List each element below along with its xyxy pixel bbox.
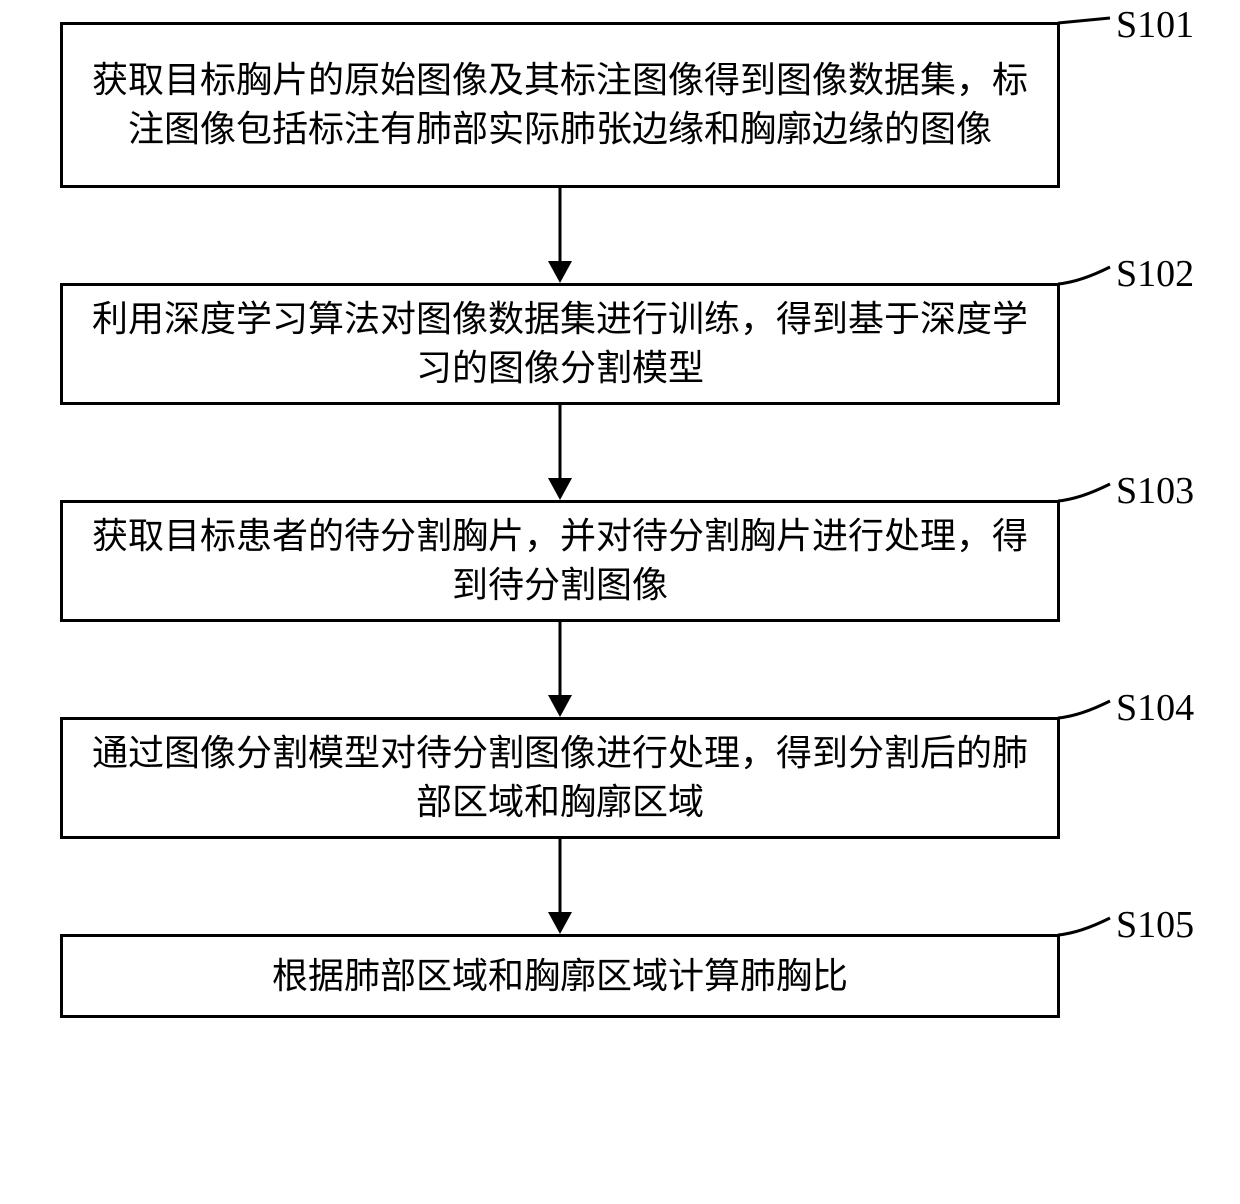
- step-text: 通过图像分割模型对待分割图像进行处理，得到分割后的肺部区域和胸廓区域: [83, 729, 1037, 826]
- arrow-S101-to-S102: [60, 188, 1060, 283]
- step-box-S103: 获取目标患者的待分割胸片，并对待分割胸片进行处理，得到待分割图像: [60, 500, 1060, 622]
- step-label-S105: S105: [1116, 906, 1194, 944]
- arrow-S102-to-S103: [60, 405, 1060, 500]
- step-row-S101: 获取目标胸片的原始图像及其标注图像得到图像数据集，标注图像包括标注有肺部实际肺张…: [60, 22, 1180, 188]
- arrow-down-icon: [540, 622, 580, 717]
- step-label-S101: S101: [1116, 6, 1194, 44]
- step-box-S102: 利用深度学习算法对图像数据集进行训练，得到基于深度学习的图像分割模型: [60, 283, 1060, 405]
- step-label-S103: S103: [1116, 472, 1194, 510]
- flowchart-container: 获取目标胸片的原始图像及其标注图像得到图像数据集，标注图像包括标注有肺部实际肺张…: [60, 22, 1180, 1018]
- step-text: 利用深度学习算法对图像数据集进行训练，得到基于深度学习的图像分割模型: [83, 295, 1037, 392]
- arrow-S103-to-S104: [60, 622, 1060, 717]
- step-row-S102: 利用深度学习算法对图像数据集进行训练，得到基于深度学习的图像分割模型S102: [60, 283, 1180, 405]
- step-box-S101: 获取目标胸片的原始图像及其标注图像得到图像数据集，标注图像包括标注有肺部实际肺张…: [60, 22, 1060, 188]
- step-text: 根据肺部区域和胸廓区域计算肺胸比: [272, 952, 848, 1001]
- step-text: 获取目标胸片的原始图像及其标注图像得到图像数据集，标注图像包括标注有肺部实际肺张…: [83, 56, 1037, 153]
- step-row-S105: 根据肺部区域和胸廓区域计算肺胸比S105: [60, 934, 1180, 1018]
- arrow-down-icon: [540, 839, 580, 934]
- step-box-S105: 根据肺部区域和胸廓区域计算肺胸比: [60, 934, 1060, 1018]
- step-row-S104: 通过图像分割模型对待分割图像进行处理，得到分割后的肺部区域和胸廓区域S104: [60, 717, 1180, 839]
- step-label-S104: S104: [1116, 689, 1194, 727]
- step-box-S104: 通过图像分割模型对待分割图像进行处理，得到分割后的肺部区域和胸廓区域: [60, 717, 1060, 839]
- step-text: 获取目标患者的待分割胸片，并对待分割胸片进行处理，得到待分割图像: [83, 512, 1037, 609]
- step-row-S103: 获取目标患者的待分割胸片，并对待分割胸片进行处理，得到待分割图像S103: [60, 500, 1180, 622]
- arrow-S104-to-S105: [60, 839, 1060, 934]
- step-label-S102: S102: [1116, 255, 1194, 293]
- arrow-down-icon: [540, 188, 580, 283]
- arrow-down-icon: [540, 405, 580, 500]
